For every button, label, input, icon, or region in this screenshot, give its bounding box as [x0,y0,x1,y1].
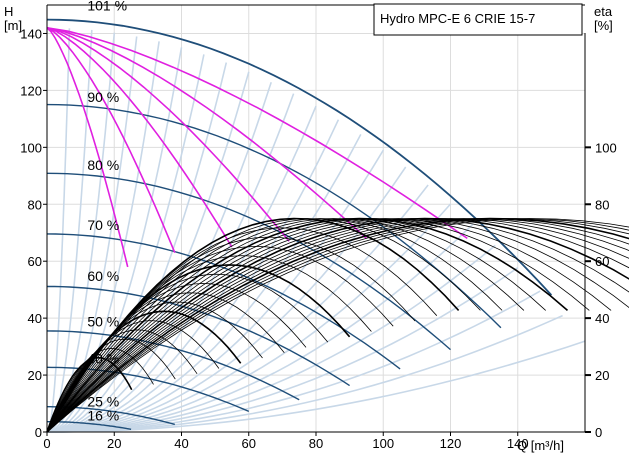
x-tick-label-0: 0 [43,436,50,451]
y-tick-label-right-5: 100 [595,140,617,155]
x-tick-label-3: 60 [242,436,256,451]
efficiency-curves [46,217,629,433]
efficiency-curve-26 [46,218,629,433]
y-tick-label-right-0: 0 [595,425,602,440]
y-tick-label-left-5: 100 [20,140,42,155]
speed-label-4: 60 % [87,268,119,284]
qh-curve-2 [46,172,451,351]
x-tick-label-2: 40 [174,436,188,451]
system-curve-1 [46,27,176,254]
x-axis-label: Q [m³/h] [517,438,564,453]
duty-field-line-24 [46,340,586,433]
x-tick-label-5: 100 [372,436,394,451]
efficiency-curve-24 [46,218,629,433]
efficiency-curve-21 [46,218,590,433]
speed-label-8: 16 % [87,408,119,424]
efficiency-curve-2 [46,338,176,433]
system-curve-3 [46,27,290,242]
efficiency-curve-6 [46,301,263,433]
system-curve-5 [46,27,468,240]
system-curve-4 [46,27,367,239]
x-tick-label-7: 140 [507,436,529,451]
duty-field-line-23 [46,314,563,433]
efficiency-curve-30 [46,217,629,433]
efficiency-curve-19 [46,218,546,433]
y-tick-label-left-3: 60 [28,254,42,269]
qh-curve-8 [47,421,132,430]
tick-labels: 0 20 40 60 80 100 120 140 0 20 40 60 80 100 120 140 0 20 4… [20,26,616,451]
y-axis-label-right-line2: [%] [594,18,613,33]
efficiency-curve-33 [46,218,629,433]
speed-label-6: 40 % [87,351,119,367]
efficiency-curve-15 [46,217,460,433]
efficiency-curve-32 [46,218,629,433]
system-curve-0 [46,27,129,268]
y-tick-label-left-6: 120 [20,83,42,98]
y-tick-label-left-1: 20 [28,368,42,383]
system-curves [46,27,468,268]
efficiency-curve-16 [46,218,481,433]
efficiency-curve-20 [46,217,569,433]
qh-curve-5 [46,330,300,401]
efficiency-curve-3 [46,329,198,433]
efficiency-curve-27 [46,218,629,433]
x-tick-label-4: 80 [309,436,323,451]
efficiency-curve-5 [46,310,242,433]
qh-curve-0 [46,18,553,296]
speed-label-0: 101 % [87,0,127,14]
chart-title: Hydro MPC-E 6 CRIE 15-7 [380,11,535,26]
y-tick-label-right-2: 40 [595,311,609,326]
speed-label-3: 70 % [87,217,119,233]
y-axis-label-left-line1: H [4,4,13,19]
efficiency-curve-31 [46,218,629,433]
y-tick-label-left-0: 0 [35,425,42,440]
efficiency-curve-25 [46,217,629,433]
y-tick-label-left-7: 140 [20,26,42,41]
speed-labels: 101 % 90 % 80 % 70 % 60 % 50 % 40 % 25 %16 % [87,0,127,424]
y-axis-label-left-line2: [m] [4,18,22,33]
efficiency-curve-28 [46,218,629,433]
efficiency-curve-29 [46,218,629,433]
speed-label-5: 50 % [87,314,119,330]
x-tick-label-6: 120 [440,436,462,451]
x-tick-label-1: 20 [107,436,121,451]
efficiency-curve-17 [46,218,503,433]
title-box [373,3,583,36]
y-tick-label-left-4: 80 [28,197,42,212]
y-tick-label-right-1: 20 [595,368,609,383]
qh-curve-1 [46,103,502,329]
y-tick-label-left-2: 40 [28,311,42,326]
speed-label-2: 80 % [87,157,119,173]
efficiency-curve-18 [46,218,525,433]
y-axis-label-right-line1: eta [594,4,613,19]
y-tick-label-right-4: 80 [595,197,609,212]
speed-label-1: 90 % [87,89,119,105]
y-tick-label-right-3: 60 [595,254,609,269]
efficiency-curve-23 [46,218,629,433]
system-curve-2 [46,27,233,248]
efficiency-curve-22 [46,218,612,433]
speed-label-7: 25 % [87,393,119,409]
